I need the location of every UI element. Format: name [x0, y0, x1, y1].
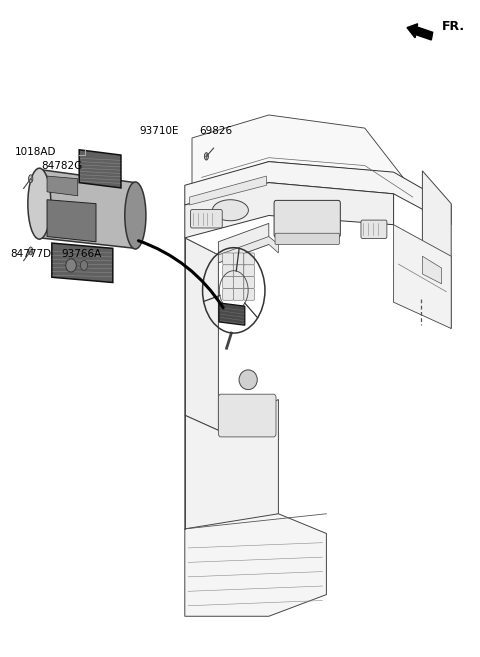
Polygon shape — [192, 115, 422, 202]
FancyBboxPatch shape — [233, 288, 244, 300]
Polygon shape — [47, 176, 78, 196]
FancyBboxPatch shape — [361, 220, 387, 238]
FancyArrow shape — [407, 24, 432, 40]
Polygon shape — [185, 399, 278, 547]
Ellipse shape — [29, 247, 33, 255]
Text: FR.: FR. — [442, 20, 465, 33]
Polygon shape — [394, 225, 451, 328]
Text: 93766A: 93766A — [61, 249, 102, 260]
FancyBboxPatch shape — [244, 288, 254, 300]
Ellipse shape — [66, 259, 76, 272]
FancyBboxPatch shape — [244, 253, 254, 265]
Polygon shape — [52, 243, 113, 283]
Polygon shape — [190, 176, 266, 205]
FancyBboxPatch shape — [244, 265, 254, 277]
Polygon shape — [422, 256, 442, 284]
FancyBboxPatch shape — [223, 288, 233, 300]
Polygon shape — [79, 150, 121, 188]
FancyBboxPatch shape — [223, 265, 233, 277]
Polygon shape — [39, 170, 135, 248]
FancyBboxPatch shape — [275, 233, 339, 244]
Ellipse shape — [28, 168, 51, 239]
FancyBboxPatch shape — [223, 277, 233, 288]
FancyBboxPatch shape — [218, 394, 276, 437]
Polygon shape — [185, 183, 394, 238]
Polygon shape — [185, 162, 451, 225]
FancyBboxPatch shape — [191, 210, 222, 228]
Text: 1018AD: 1018AD — [14, 147, 56, 158]
Text: 69826: 69826 — [199, 126, 232, 137]
Text: 84777D: 84777D — [11, 249, 52, 260]
Ellipse shape — [239, 370, 257, 390]
FancyBboxPatch shape — [223, 253, 233, 265]
Polygon shape — [219, 303, 245, 325]
Polygon shape — [218, 223, 269, 263]
Ellipse shape — [125, 182, 146, 249]
Text: 93710E: 93710E — [139, 126, 179, 137]
Ellipse shape — [204, 152, 208, 160]
FancyBboxPatch shape — [244, 277, 254, 288]
Ellipse shape — [212, 200, 249, 221]
Ellipse shape — [81, 260, 88, 271]
FancyBboxPatch shape — [233, 253, 244, 265]
Text: 84782G: 84782G — [41, 160, 82, 171]
Polygon shape — [47, 200, 96, 242]
Polygon shape — [185, 514, 326, 616]
Polygon shape — [218, 237, 278, 263]
Polygon shape — [185, 238, 218, 430]
Ellipse shape — [29, 175, 33, 183]
Polygon shape — [422, 171, 451, 328]
FancyBboxPatch shape — [233, 265, 244, 277]
FancyBboxPatch shape — [233, 277, 244, 288]
FancyBboxPatch shape — [274, 200, 340, 237]
